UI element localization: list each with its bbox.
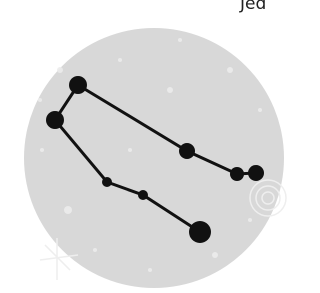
background-circle [24, 28, 284, 288]
gemini-illustration [0, 0, 293, 293]
caption-text: Jed [240, 0, 266, 14]
zodiac-icon-view: Jed [0, 0, 293, 293]
